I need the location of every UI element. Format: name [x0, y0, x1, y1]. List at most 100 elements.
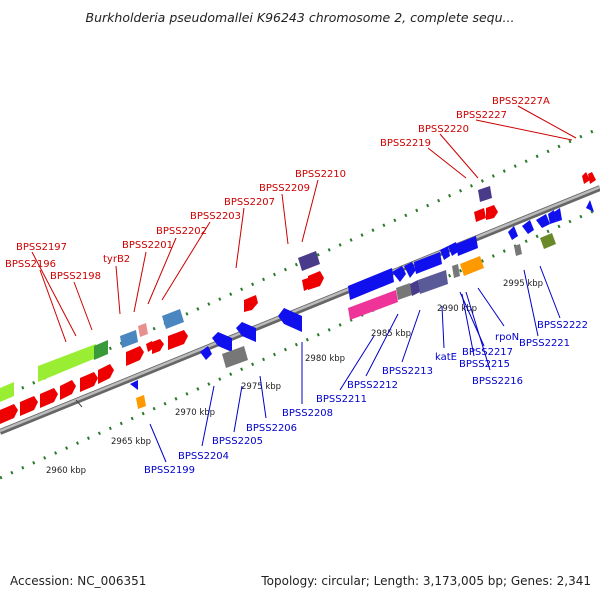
gene-feature[interactable] — [94, 340, 108, 360]
gene-label[interactable]: BPSS2227 — [456, 110, 507, 121]
gene-label[interactable]: BPSS2209 — [259, 183, 310, 194]
gene-feature[interactable] — [514, 244, 522, 256]
gene-label[interactable]: BPSS2205 — [212, 436, 263, 447]
gene-feature[interactable] — [98, 364, 114, 384]
leader-line — [281, 193, 289, 245]
gene-label[interactable]: BPSS2211 — [316, 394, 367, 405]
tick-label: 2990 kbp — [437, 304, 477, 314]
gene-feature[interactable] — [474, 208, 486, 222]
gene-feature[interactable] — [418, 270, 448, 294]
gene-feature[interactable] — [536, 214, 550, 228]
gene-label[interactable]: BPSS2201 — [122, 240, 173, 251]
gene-feature[interactable] — [410, 280, 420, 296]
leader-line — [539, 265, 561, 319]
gene-feature[interactable] — [392, 266, 406, 282]
gene-label[interactable]: BPSS2203 — [190, 211, 241, 222]
gene-label[interactable]: rpoN — [495, 332, 519, 343]
gene-feature[interactable] — [222, 346, 248, 368]
gene-feature[interactable] — [138, 323, 148, 337]
gene-label[interactable]: BPSS2213 — [382, 366, 433, 377]
gene-feature[interactable] — [396, 283, 412, 300]
gene-feature[interactable] — [126, 346, 144, 366]
gene-feature[interactable] — [588, 172, 596, 184]
gene-label[interactable]: BPSS2197 — [16, 242, 67, 253]
gene-label[interactable]: BPSS2219 — [380, 138, 431, 149]
gene-feature[interactable] — [40, 388, 58, 408]
gene-label[interactable]: BPSS2207 — [224, 197, 275, 208]
tick-label: 2980 kbp — [305, 354, 345, 364]
gene-feature[interactable] — [404, 262, 416, 278]
leader-line — [523, 269, 539, 337]
gene-feature[interactable] — [0, 404, 18, 424]
gene-feature[interactable] — [582, 172, 590, 184]
forward-features — [0, 172, 596, 424]
gene-feature[interactable] — [486, 205, 498, 220]
gene-label[interactable]: BPSS2217 — [462, 347, 513, 358]
gene-label[interactable]: BPSS2202 — [156, 226, 207, 237]
gene-feature[interactable] — [414, 252, 442, 274]
gene-feature[interactable] — [212, 332, 232, 352]
tick-label: 2975 kbp — [241, 382, 281, 392]
top-leader-lines — [31, 105, 577, 343]
gene-feature[interactable] — [136, 395, 146, 409]
gene-feature[interactable] — [0, 382, 14, 402]
gene-feature[interactable] — [440, 246, 450, 260]
leader-line — [475, 119, 573, 141]
gene-feature[interactable] — [508, 226, 518, 240]
gene-label[interactable]: BPSS2222 — [537, 320, 588, 331]
gene-feature[interactable] — [38, 344, 96, 382]
gene-feature[interactable] — [80, 372, 98, 392]
gene-feature[interactable] — [448, 242, 458, 256]
gene-label[interactable]: BPSS2216 — [472, 376, 523, 387]
gene-label[interactable]: BPSS2210 — [295, 169, 346, 180]
gene-feature[interactable] — [348, 268, 394, 300]
gene-feature[interactable] — [278, 308, 302, 332]
gene-label[interactable]: BPSS2208 — [282, 408, 333, 419]
gene-feature[interactable] — [460, 256, 484, 276]
gene-feature[interactable] — [586, 200, 594, 212]
gene-label[interactable]: BPSS2215 — [459, 359, 510, 370]
gene-feature[interactable] — [244, 295, 258, 312]
leader-line — [147, 237, 177, 305]
gene-label[interactable]: BPSS2206 — [246, 423, 297, 434]
tick-label: 2985 kbp — [371, 329, 411, 339]
gene-label[interactable]: BPSS2212 — [347, 380, 398, 391]
gene-feature[interactable] — [200, 346, 212, 360]
gene-label[interactable]: BPSS2204 — [178, 451, 229, 462]
leader-line — [201, 385, 215, 447]
leader-line — [461, 293, 475, 357]
gene-feature[interactable] — [130, 380, 138, 390]
leader-line — [233, 385, 243, 433]
gene-feature[interactable] — [152, 339, 164, 354]
leader-line — [115, 265, 121, 315]
gene-label[interactable]: BPSS2221 — [519, 338, 570, 349]
gene-feature[interactable] — [548, 210, 556, 224]
gene-feature[interactable] — [522, 220, 534, 234]
gene-feature[interactable] — [540, 233, 556, 249]
leader-line — [401, 309, 421, 363]
leader-line — [301, 179, 319, 243]
gene-feature[interactable] — [452, 264, 460, 278]
gene-label[interactable]: BPSS2220 — [418, 124, 469, 135]
lower-guide-line — [0, 206, 600, 480]
gene-feature[interactable] — [456, 236, 478, 256]
gene-feature[interactable] — [120, 330, 138, 348]
gene-feature[interactable] — [168, 330, 188, 350]
gene-label[interactable]: katE — [435, 352, 457, 363]
gene-feature[interactable] — [554, 208, 562, 222]
gene-feature[interactable] — [162, 309, 184, 329]
leader-line — [133, 251, 147, 313]
gene-feature[interactable] — [308, 271, 324, 290]
gene-feature[interactable] — [478, 186, 492, 202]
gene-feature[interactable] — [20, 396, 38, 416]
gene-label[interactable]: BPSS2196 — [5, 259, 56, 270]
gene-feature[interactable] — [236, 322, 256, 342]
gene-feature[interactable] — [60, 380, 76, 400]
gene-label[interactable]: BPSS2227A — [492, 96, 550, 107]
gene-feature[interactable] — [298, 251, 320, 271]
gene-feature[interactable] — [348, 290, 398, 320]
gene-label[interactable]: tyrB2 — [103, 254, 130, 265]
gene-label[interactable]: BPSS2198 — [50, 271, 101, 282]
gene-label[interactable]: BPSS2199 — [144, 465, 195, 476]
